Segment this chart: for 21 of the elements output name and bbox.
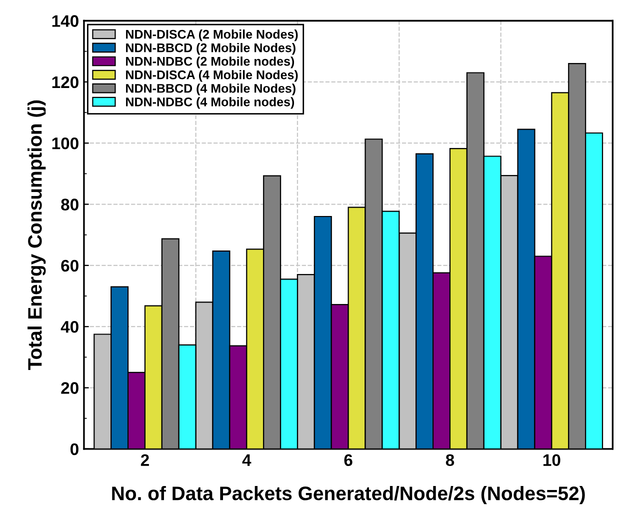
- legend-label: NDN-NDBC (2 Mobile nodes): [126, 56, 294, 68]
- y-axis-title: Total Energy Consumption (j): [28, 100, 46, 370]
- legend-label: NDN-DISCA (2 Mobile Nodes): [126, 30, 298, 42]
- legend-label: NDN-BBCD (2 Mobile Nodes): [126, 43, 296, 55]
- x-tick-label: 8: [446, 454, 454, 466]
- x-tick-label: 6: [344, 454, 352, 466]
- y-tick-label: 0: [70, 443, 78, 456]
- y-tick-label: 40: [60, 321, 78, 333]
- y-tick-label: 100: [52, 137, 78, 150]
- y-tick-label: 20: [61, 382, 78, 394]
- x-axis-title: No. of Data Packets Generated/Node/2s (Nodes=52): [112, 486, 585, 504]
- x-tick-label: 2: [140, 454, 149, 466]
- legend-label: NDN-DISCA (4 Mobile Nodes): [126, 70, 298, 82]
- legend-label: NDN-NDBC (4 Mobile nodes): [126, 97, 294, 109]
- legend-label: NDN-BBCD (4 Mobile Nodes): [126, 84, 296, 96]
- y-tick-label: 120: [52, 76, 78, 88]
- y-tick-label: 60: [61, 260, 78, 272]
- x-tick-label: 4: [242, 454, 252, 466]
- y-tick-label: 140: [52, 15, 78, 27]
- x-tick-label: 10: [543, 454, 560, 466]
- y-tick-label: 80: [61, 198, 78, 210]
